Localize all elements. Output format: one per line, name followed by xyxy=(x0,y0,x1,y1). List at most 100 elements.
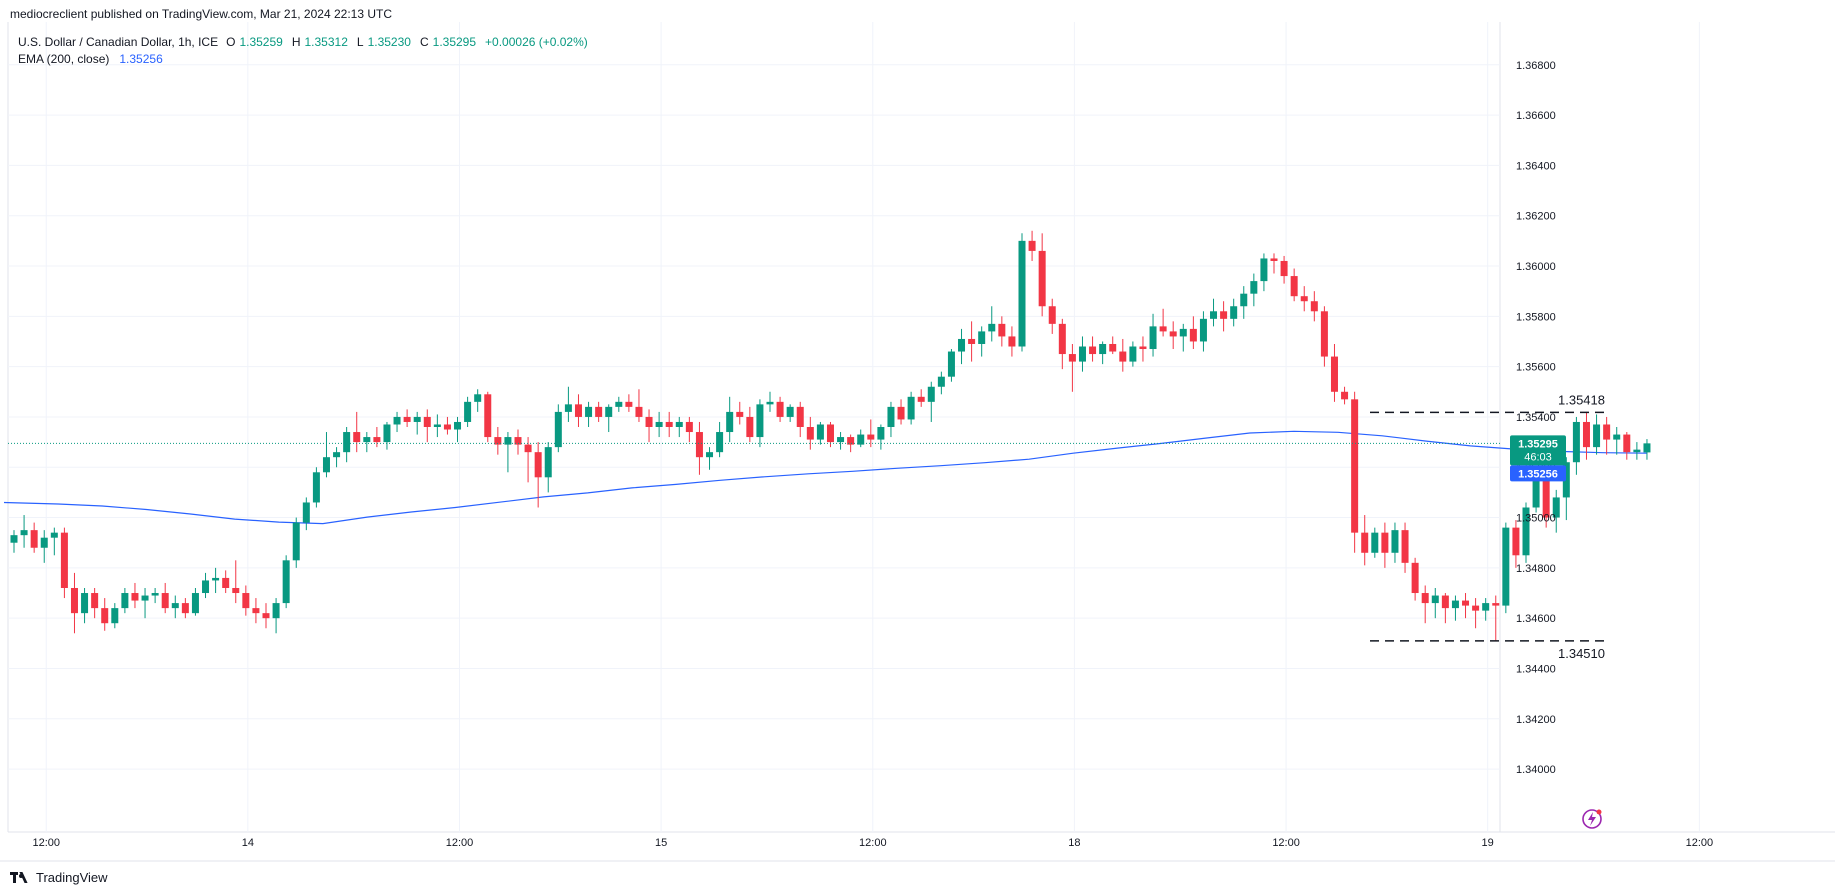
candle-body xyxy=(806,427,814,440)
candle xyxy=(645,409,653,443)
time-tick-label: 12:00 xyxy=(859,837,887,849)
legend-ohlc-row: U.S. Dollar / Canadian Dollar, 1h, ICE O… xyxy=(18,34,593,51)
candle-body xyxy=(101,608,109,624)
candle-body xyxy=(302,502,310,523)
candle-body xyxy=(202,580,210,594)
price-tick-label: 1.36800 xyxy=(1516,60,1556,72)
chart-area[interactable]: 1.35418 1.34510 1.34000 1.34200 1.34400 1.34… xyxy=(0,22,1835,895)
candle xyxy=(1391,522,1399,563)
candle-body xyxy=(1441,595,1449,609)
candle-body xyxy=(91,593,99,609)
candle xyxy=(907,391,915,425)
candle xyxy=(484,391,492,443)
candle xyxy=(1058,318,1066,370)
candle-body xyxy=(1310,301,1318,312)
candle xyxy=(353,411,361,453)
candle-body xyxy=(514,437,522,445)
candle xyxy=(1129,341,1137,367)
candle-body xyxy=(282,560,290,604)
candle xyxy=(373,427,381,448)
candle-body xyxy=(716,432,724,453)
legend: U.S. Dollar / Canadian Dollar, 1h, ICE O… xyxy=(18,34,593,68)
candle xyxy=(756,399,764,448)
legend-symbol[interactable]: U.S. Dollar / Canadian Dollar, 1h, ICE xyxy=(18,35,219,49)
candle-body xyxy=(40,537,48,548)
candle-body xyxy=(1099,343,1107,355)
candle-body xyxy=(474,394,482,402)
candle-body xyxy=(1230,306,1238,319)
candle xyxy=(524,437,532,483)
tradingview-logo-icon xyxy=(10,871,32,884)
candle-body xyxy=(161,593,169,609)
candle xyxy=(131,582,139,609)
candle-body xyxy=(524,444,532,453)
candle-body xyxy=(70,587,78,614)
candle-body xyxy=(10,535,18,543)
candle xyxy=(927,381,935,422)
legend-high-label: H xyxy=(291,35,301,49)
price-tick-label: 1.36400 xyxy=(1516,160,1556,172)
candle xyxy=(212,567,220,594)
candle-body xyxy=(1028,240,1036,251)
candle-body xyxy=(1058,323,1066,355)
candle-body xyxy=(191,593,199,614)
candle xyxy=(1189,316,1197,350)
candle xyxy=(40,530,48,563)
candle-body xyxy=(1250,281,1258,294)
candle xyxy=(706,447,714,470)
candle-body xyxy=(1482,603,1490,611)
candle xyxy=(1371,527,1379,558)
candle xyxy=(1441,593,1449,624)
candle xyxy=(806,416,814,450)
legend-ema-name: EMA (200, close) xyxy=(18,52,110,66)
candle-body xyxy=(1169,331,1177,337)
legend-ema-row[interactable]: EMA (200, close) 1.35256 xyxy=(18,51,593,68)
candle-body xyxy=(363,437,371,443)
candle-body xyxy=(121,593,129,609)
candle-body xyxy=(454,421,462,430)
candle-body xyxy=(1179,328,1187,337)
candle xyxy=(1572,416,1580,475)
candle-body xyxy=(1129,346,1137,362)
candle-body xyxy=(947,351,955,377)
candle-body xyxy=(272,603,280,619)
candle-body xyxy=(1139,346,1147,350)
candle-body xyxy=(534,452,542,478)
price-tick-label: 1.36600 xyxy=(1516,110,1556,122)
candle xyxy=(1421,585,1429,624)
candle-body xyxy=(887,406,895,427)
candle-body xyxy=(171,603,179,609)
candle-body xyxy=(826,424,834,443)
candle xyxy=(937,371,945,395)
candle xyxy=(272,598,280,634)
candle-body xyxy=(1290,276,1298,297)
candle-body xyxy=(484,394,492,438)
candle xyxy=(1310,291,1318,322)
candle-body xyxy=(1593,424,1601,448)
footer-brand[interactable]: TradingView xyxy=(10,870,108,885)
legend-high: 1.35312 xyxy=(304,35,348,49)
candle-body xyxy=(212,577,220,581)
candle-body xyxy=(312,472,320,503)
candle xyxy=(292,517,300,568)
candles xyxy=(10,230,1651,641)
candle xyxy=(151,587,159,604)
candle xyxy=(1401,522,1409,573)
candle xyxy=(695,421,703,475)
candle-body xyxy=(1613,434,1621,440)
candle-body xyxy=(988,323,996,332)
candle-body xyxy=(685,421,693,433)
candle-body xyxy=(867,434,875,440)
candle-body xyxy=(1351,399,1359,533)
candle-body xyxy=(706,452,714,458)
candle xyxy=(595,401,603,422)
candle-body xyxy=(816,424,824,440)
candle xyxy=(161,582,169,614)
candle-body xyxy=(1532,479,1540,508)
candle xyxy=(474,389,482,412)
candle xyxy=(464,396,472,427)
levels: 1.35418 1.34510 xyxy=(8,392,1605,829)
candle xyxy=(1502,522,1510,614)
candle xyxy=(857,429,865,448)
